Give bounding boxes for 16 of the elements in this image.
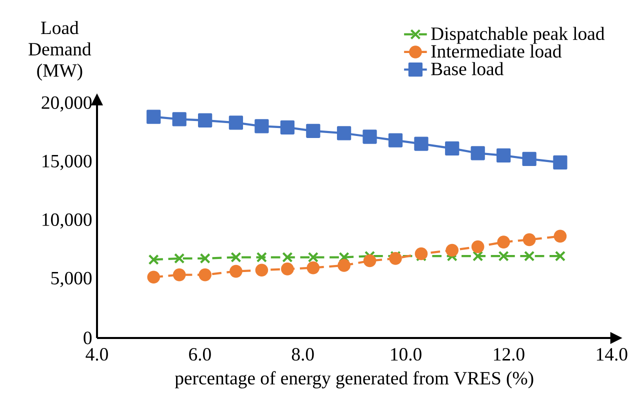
y-axis-title: Load Demand (MW) xyxy=(28,21,92,81)
legend-label: Base load xyxy=(431,62,504,76)
x-tick-label: 14.0 xyxy=(596,348,628,361)
y-tick-label: 10,000 xyxy=(42,213,92,229)
y-tick-label: 20,000 xyxy=(42,96,92,112)
x-tick-label: 8.0 xyxy=(292,348,314,361)
y-tick-label: 5,000 xyxy=(51,272,92,288)
y-tick-label: 0 xyxy=(84,332,92,344)
legend-label: Dispatchable peak load xyxy=(431,26,605,44)
x-tick-label: 12.0 xyxy=(494,348,524,361)
x-tick-label: 10.0 xyxy=(391,348,422,361)
x-tick-label: 4.0 xyxy=(86,348,108,361)
x-axis-title: percentage of energy generated from VRES (%) xyxy=(174,371,534,388)
y-tick-label: 15,000 xyxy=(42,154,92,170)
legend-label: Intermediate load xyxy=(431,44,562,58)
x-tick-label: 6.0 xyxy=(189,348,211,361)
